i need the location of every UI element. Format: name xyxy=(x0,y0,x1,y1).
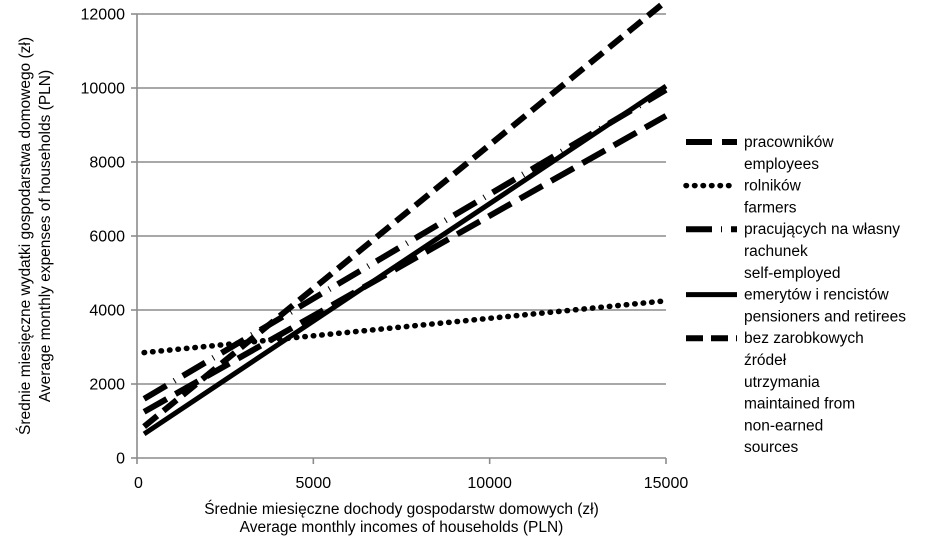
series-lines xyxy=(141,0,669,436)
legend-label-4-2: utrzymania xyxy=(744,374,820,391)
y-tick-label-6: 12000 xyxy=(81,7,126,24)
legend-label-2-1: rachunek xyxy=(744,243,808,260)
y-axis-title: Średnie miesięczne wydatki gospodarstwa … xyxy=(16,37,54,435)
legend: pracowników employees rolników farmers pracu… xyxy=(683,134,906,456)
x-tick-labels: 0 5000 10000 15000 xyxy=(134,475,688,492)
x-axis-title: Średnie miesięczne dochody gospodarstw d… xyxy=(204,500,599,536)
legend-label-4-5: sources xyxy=(744,439,799,456)
x-tick-label-1: 5000 xyxy=(296,475,332,492)
axes xyxy=(131,13,667,464)
x-tick-label-0: 0 xyxy=(134,475,143,492)
y-tick-label-3: 6000 xyxy=(89,229,125,246)
legend-label-2-0: pracujących na własny xyxy=(744,221,900,238)
x-tick-label-2: 10000 xyxy=(467,475,512,492)
legend-label-4-4: non-earned xyxy=(744,417,823,434)
legend-label-1-1: farmers xyxy=(744,199,797,216)
legend-label-4-3: maintained from xyxy=(744,396,855,413)
y-tick-label-4: 8000 xyxy=(89,155,125,172)
series-line-0 xyxy=(142,113,668,415)
x-axis-title-line-1: Average monthly incomes of households (P… xyxy=(240,519,564,536)
y-tick-label-2: 4000 xyxy=(89,303,125,320)
x-tick-label-3: 15000 xyxy=(644,475,689,492)
y-axis-title-line-1: Average monthly expenses of households (… xyxy=(37,70,54,402)
legend-label-1-0: rolników xyxy=(744,178,802,195)
legend-label-3-1: pensioners and retirees xyxy=(744,308,906,325)
y-tick-labels: 0 2000 4000 6000 8000 10000 12000 xyxy=(81,7,126,468)
x-axis-title-line-0: Średnie miesięczne dochody gospodarstw d… xyxy=(204,500,599,518)
series-line-1 xyxy=(141,298,669,356)
series-line-3 xyxy=(142,84,668,436)
y-tick-label-1: 2000 xyxy=(89,377,125,394)
y-tick-label-0: 0 xyxy=(116,451,125,468)
legend-label-0-1: employees xyxy=(744,156,819,173)
y-axis-title-line-0: Średnie miesięczne wydatki gospodarstwa … xyxy=(16,37,34,435)
legend-label-2-2: self-employed xyxy=(744,265,841,282)
y-tick-label-5: 10000 xyxy=(81,81,126,98)
gridlines xyxy=(137,13,666,385)
legend-label-3-0: emerytów i rencistów xyxy=(744,287,890,304)
series-line-4 xyxy=(142,0,668,429)
legend-label-4-0: bez zarobkowych xyxy=(744,330,864,347)
legend-label-0-0: pracowników xyxy=(744,134,834,151)
legend-label-4-1: źródeł xyxy=(744,352,787,369)
